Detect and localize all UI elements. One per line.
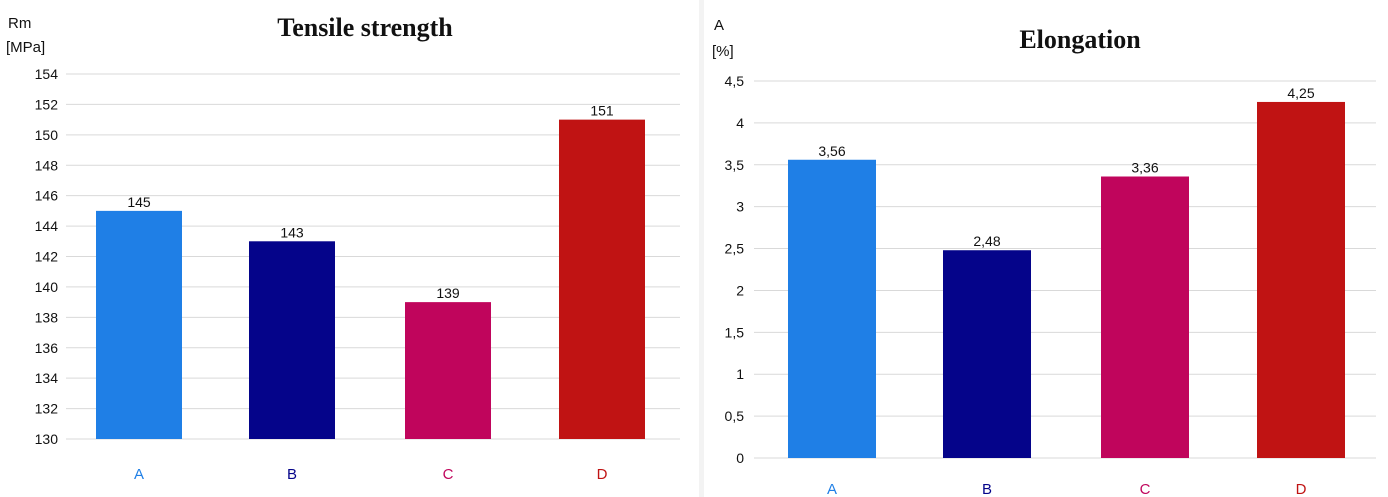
bars — [96, 119, 645, 439]
y-tick-label: 1,5 — [725, 324, 745, 340]
data-label: 145 — [127, 194, 151, 210]
y-tick-label: 148 — [35, 157, 59, 173]
y-tick-label: 136 — [35, 340, 59, 356]
y-tick-label: 3 — [736, 199, 744, 215]
y-tick-label: 152 — [35, 96, 59, 112]
y-tick-label: 142 — [35, 249, 59, 265]
panel-divider — [699, 0, 704, 497]
y-tick-label: 1 — [736, 366, 744, 382]
data-labels: 3,56 2,48 3,36 4,25 — [818, 85, 1314, 249]
tensile-strength-chart-panel: Tensile strength Rm [MPa] 130 132 134 136 13… — [6, 13, 680, 483]
bar-b — [249, 241, 335, 439]
bar-d — [559, 119, 645, 439]
y-tick-label: 130 — [35, 431, 59, 447]
y-tick-label: 138 — [35, 309, 59, 325]
x-axis-categories: A B C D — [827, 481, 1307, 497]
x-category-label: A — [134, 466, 144, 483]
x-category-label: B — [287, 466, 297, 483]
bar-b — [943, 250, 1031, 458]
y-axis-label-unit: [MPa] — [6, 39, 45, 56]
y-tick-label: 144 — [35, 218, 59, 234]
chart-title: Tensile strength — [277, 13, 453, 42]
y-tick-label: 154 — [35, 66, 59, 82]
tensile-strength-chart: Tensile strength Rm [MPa] 13013213413613… — [6, 13, 680, 483]
data-labels: 145 143 139 151 — [127, 103, 614, 302]
y-tick-label: 134 — [35, 370, 59, 386]
x-axis-categories: A B C D — [134, 466, 608, 483]
y-axis-label-symbol: A — [714, 17, 724, 34]
y-tick-label: 2 — [736, 282, 744, 298]
data-label: 3,36 — [1131, 160, 1158, 176]
y-tick-label: 0 — [736, 450, 744, 466]
y-tick-label: 140 — [35, 279, 59, 295]
y-tick-label: 150 — [35, 127, 59, 143]
y-axis-ticks: 130 132 134 136 138 140 142 144 146 148 150 152 154 — [35, 66, 59, 447]
chart-title: Elongation — [1019, 25, 1141, 54]
y-axis-label-symbol: Rm — [8, 15, 31, 32]
x-category-label: C — [443, 466, 454, 483]
data-label: 3,56 — [818, 143, 845, 159]
elongation-chart-panel: Elongation A [%] 0 0,5 1 1,5 2 2,5 3 3,5 4 4,5 3,… — [704, 0, 1388, 497]
x-category-label: D — [597, 466, 608, 483]
y-axis-ticks: 0 0,5 1 1,5 2 2,5 3 3,5 4 4,5 — [725, 73, 745, 466]
bar-a — [788, 159, 876, 459]
y-tick-label: 4,5 — [725, 73, 745, 89]
y-tick-label: 146 — [35, 188, 59, 204]
y-tick-label: 132 — [35, 401, 59, 417]
bar-d — [1257, 101, 1345, 458]
bar-a — [96, 210, 182, 439]
y-tick-label: 2,5 — [725, 241, 745, 257]
y-axis-label-unit: [%] — [712, 43, 734, 60]
data-label: 143 — [280, 224, 304, 240]
bars — [788, 101, 1345, 459]
x-category-label: A — [827, 481, 837, 497]
x-category-label: C — [1140, 481, 1151, 497]
bar-c — [1101, 176, 1189, 459]
x-category-label: B — [982, 481, 992, 497]
data-label: 151 — [590, 103, 614, 119]
data-label: 4,25 — [1287, 85, 1314, 101]
data-label: 139 — [436, 285, 460, 301]
elongation-chart: Elongation A [%] 0 0,5 1 1,5 2 2,5 3 3,5 4 4,5 3,… — [712, 17, 1376, 497]
bar-c — [405, 302, 491, 439]
x-category-label: D — [1296, 481, 1307, 497]
data-label: 2,48 — [973, 233, 1000, 249]
y-tick-label: 0,5 — [725, 408, 745, 424]
y-tick-label: 4 — [736, 115, 744, 131]
y-tick-label: 3,5 — [725, 157, 745, 173]
